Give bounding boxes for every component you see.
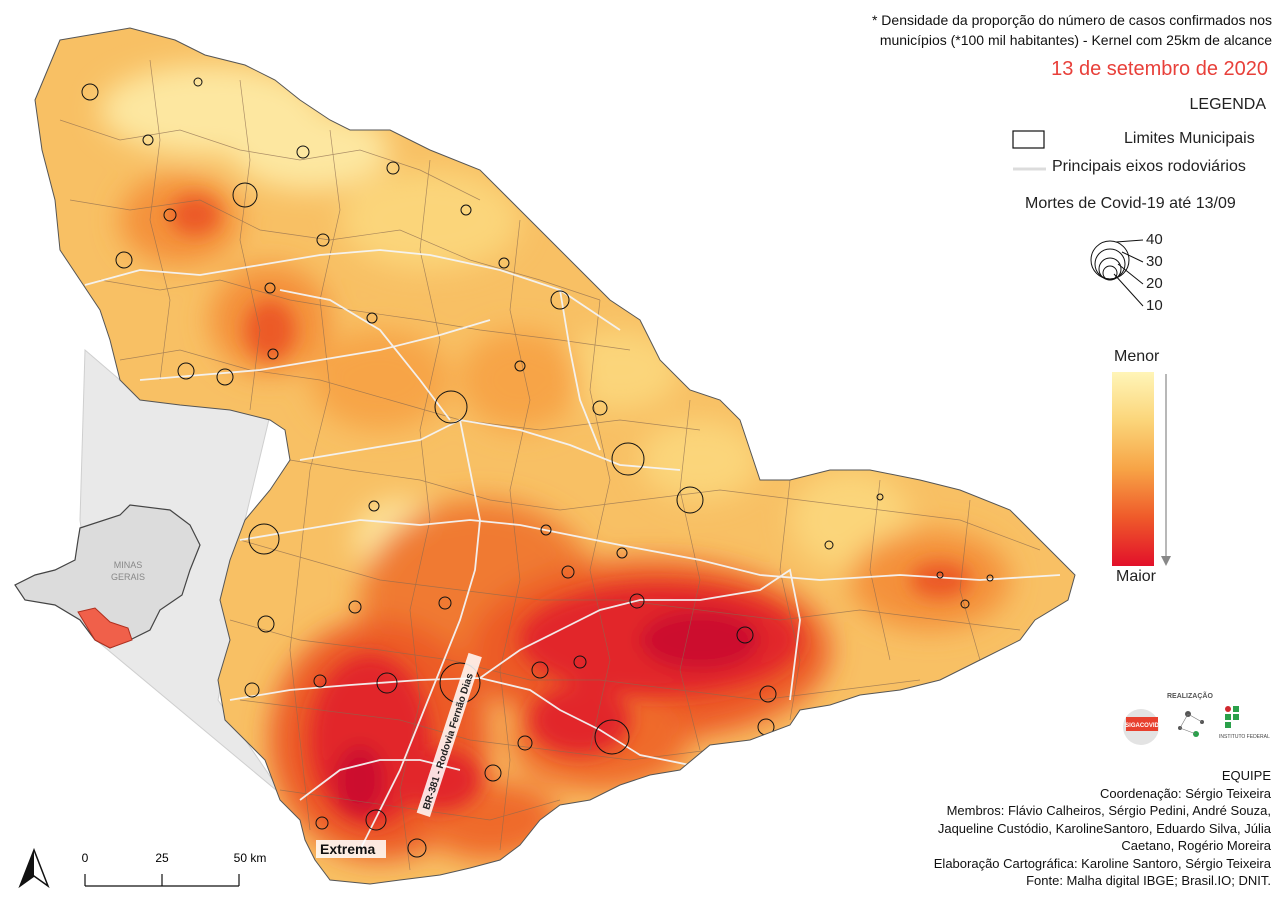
inset-map: MINAS GERAIS [14, 504, 201, 649]
bubble-size-legend [1090, 239, 1144, 307]
sigacovid-logo: SIGACOVID [1123, 709, 1160, 745]
scale-tick-0: 0 [82, 851, 89, 865]
scale-tick-50: 50 km [234, 851, 267, 865]
credits-block: EQUIPE Coordenação: Sérgio Teixeira Memb… [891, 767, 1271, 890]
south-region-highlight [77, 607, 133, 649]
logos: SIGACOVID INSTITUTO FEDERAL [1123, 706, 1270, 745]
bubble-label-30: 30 [1146, 253, 1163, 270]
north-arrow-icon [18, 847, 50, 889]
network-logo [1178, 711, 1204, 737]
municipal-limits-symbol [1012, 130, 1045, 149]
gradient-arrow-head [1161, 556, 1171, 566]
svg-text:SIGACOVID: SIGACOVID [1125, 723, 1159, 729]
gradient-high-label: Maior [1116, 568, 1157, 585]
bubble-label-10: 10 [1146, 297, 1163, 314]
city-label-extrema: Extrema [316, 840, 386, 858]
legend-municipal-limits: Limites Municipais [1124, 130, 1255, 147]
gradient-low-label: Menor [1114, 348, 1160, 365]
region-outline [34, 27, 1076, 885]
municipal-boundaries [59, 59, 1041, 871]
realizacao-label: REALIZAÇÃO [1167, 693, 1213, 700]
legend-highways: Principais eixos rodoviários [1052, 158, 1246, 175]
legend-deaths-title: Mortes de Covid-19 até 13/09 [1025, 195, 1236, 212]
map-date: 13 de setembro de 2020 [1051, 58, 1268, 80]
density-note: * Densidade da proporção do número de ca… [871, 12, 1272, 48]
scale-bar: 0 25 50 km [82, 851, 267, 887]
inset-label-2: GERAIS [111, 572, 145, 582]
density-gradient [1112, 372, 1154, 566]
instituto-federal-logo: INSTITUTO FEDERAL [1219, 706, 1270, 740]
bubble-label-20: 20 [1146, 275, 1163, 292]
legend-title: LEGENDA [1189, 96, 1266, 113]
scale-tick-25: 25 [155, 851, 169, 865]
team-title: EQUIPE [1221, 768, 1271, 783]
inset-label-1: MINAS [114, 560, 143, 570]
bubble-label-40: 40 [1146, 231, 1163, 248]
data-source: Fonte: Malha digital IBGE; Brasil.IO; DN… [1026, 873, 1271, 888]
coordination: Coordenação: Sérgio Teixeira [1099, 785, 1271, 801]
cartography: Elaboração Cartográfica: Karoline Santor… [933, 855, 1271, 871]
svg-text:Extrema: Extrema [320, 841, 375, 857]
svg-text:INSTITUTO FEDERAL: INSTITUTO FEDERAL [1219, 734, 1270, 740]
members: Membros: Flávio Calheiros, Sérgio Pedini… [937, 803, 1271, 853]
